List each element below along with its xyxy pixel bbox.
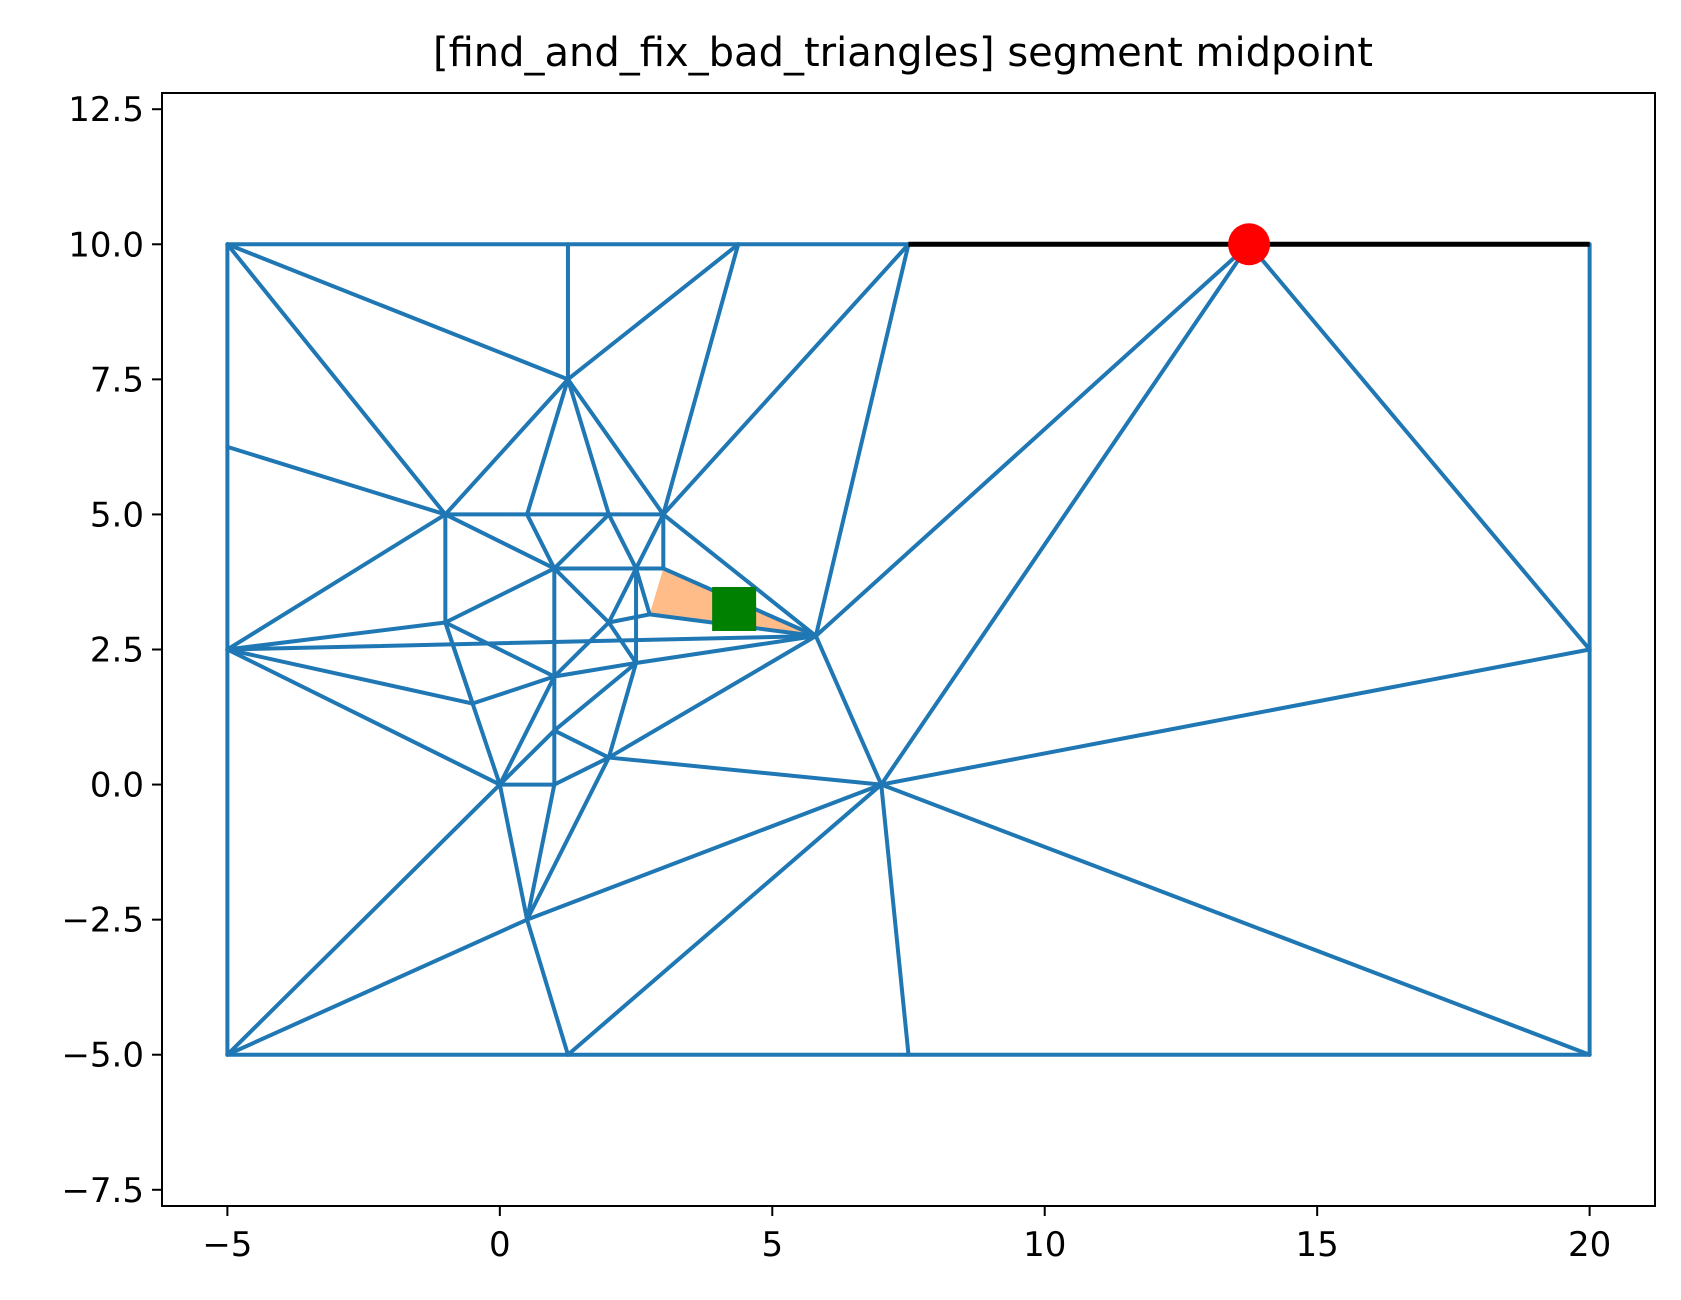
mesh-edge	[552, 755, 611, 787]
y-tick-label: 12.5	[68, 90, 144, 130]
mesh-edge	[634, 633, 818, 666]
mesh-edge	[497, 782, 530, 922]
y-tick-label: 7.5	[90, 360, 144, 400]
triangle-center-marker	[712, 586, 757, 631]
segment-midpoint-marker	[1228, 223, 1271, 266]
x-tick-label: −5	[202, 1225, 252, 1265]
y-tick-label: 0.0	[90, 766, 144, 806]
mesh-edge	[225, 633, 818, 652]
mesh-edge	[879, 782, 911, 1057]
mesh-edge	[525, 755, 611, 922]
mesh-edge	[661, 242, 741, 517]
mesh-edge	[879, 647, 1592, 787]
mesh-edge	[497, 674, 557, 787]
mesh-edge	[497, 728, 557, 787]
marker-layer	[712, 223, 1271, 631]
mesh-edge	[225, 444, 448, 517]
x-tick-label: 15	[1296, 1225, 1339, 1265]
mesh-edge	[661, 242, 911, 517]
mesh-edge	[565, 242, 741, 382]
mesh-edge	[443, 377, 570, 517]
mesh-edge	[525, 782, 557, 922]
mesh-edge	[606, 755, 884, 787]
mesh-edge	[225, 620, 448, 652]
mesh-edge	[525, 917, 570, 1057]
mesh-edge	[634, 512, 666, 571]
y-tick-label: −2.5	[61, 901, 144, 941]
mesh-edge	[565, 377, 666, 517]
mesh-edge	[225, 512, 448, 652]
mesh-edge	[225, 917, 530, 1057]
mesh-edge	[606, 661, 639, 760]
mesh-edge	[525, 512, 557, 571]
mesh-edge	[813, 633, 884, 787]
chart-title: [find_and_fix_bad_triangles] segment mid…	[433, 30, 1373, 76]
mesh-edge	[661, 512, 818, 638]
mesh-edge	[525, 377, 570, 517]
x-tick-label: 20	[1568, 1225, 1611, 1265]
mesh-edge	[879, 782, 1592, 1057]
mesh-edge	[552, 620, 611, 679]
mesh-edge	[225, 782, 502, 1057]
mesh-edge	[606, 612, 652, 625]
mesh-edge	[470, 674, 557, 706]
x-tick-label: 0	[489, 1225, 511, 1265]
mesh-edge	[552, 512, 611, 571]
mesh-edge	[879, 242, 1252, 787]
y-tick-label: 5.0	[90, 495, 144, 535]
mesh-edge	[634, 566, 652, 617]
mesh-edge	[225, 242, 570, 382]
mesh-edge	[565, 377, 611, 517]
mesh-layer	[225, 242, 1592, 1057]
mesh-edge	[525, 782, 884, 922]
mesh-edge	[1247, 242, 1592, 652]
y-tick-label: −5.0	[61, 1036, 144, 1076]
y-tick-label: 10.0	[68, 225, 144, 265]
mesh-edge	[813, 242, 1252, 638]
mesh-edge	[552, 661, 639, 733]
mesh-edge	[225, 242, 448, 517]
mesh-edge	[813, 242, 911, 638]
mesh-edge	[225, 647, 475, 706]
mesh-edge	[443, 620, 557, 679]
x-tick-label: 10	[1023, 1225, 1066, 1265]
mesh-edge	[606, 620, 639, 666]
mesh-edge	[225, 647, 502, 787]
mesh-edge	[552, 728, 611, 760]
axes-layer: −5 0 5 10 15 20 −7.5 −5.0 −2.5 0.0 2.5 5.0 7.5 10.0 12…	[61, 90, 1656, 1265]
mesh-edge	[606, 633, 818, 760]
mesh-edge	[443, 512, 557, 571]
mesh-edge	[606, 512, 639, 571]
y-tick-label: −7.5	[61, 1171, 144, 1211]
mesh-edge	[565, 782, 884, 1057]
x-tick-label: 5	[761, 1225, 783, 1265]
mesh-edge	[552, 566, 611, 625]
mesh-edge	[443, 566, 557, 625]
mesh-edge	[552, 661, 639, 679]
mesh-edge	[606, 566, 639, 625]
y-tick-label: 2.5	[90, 631, 144, 671]
